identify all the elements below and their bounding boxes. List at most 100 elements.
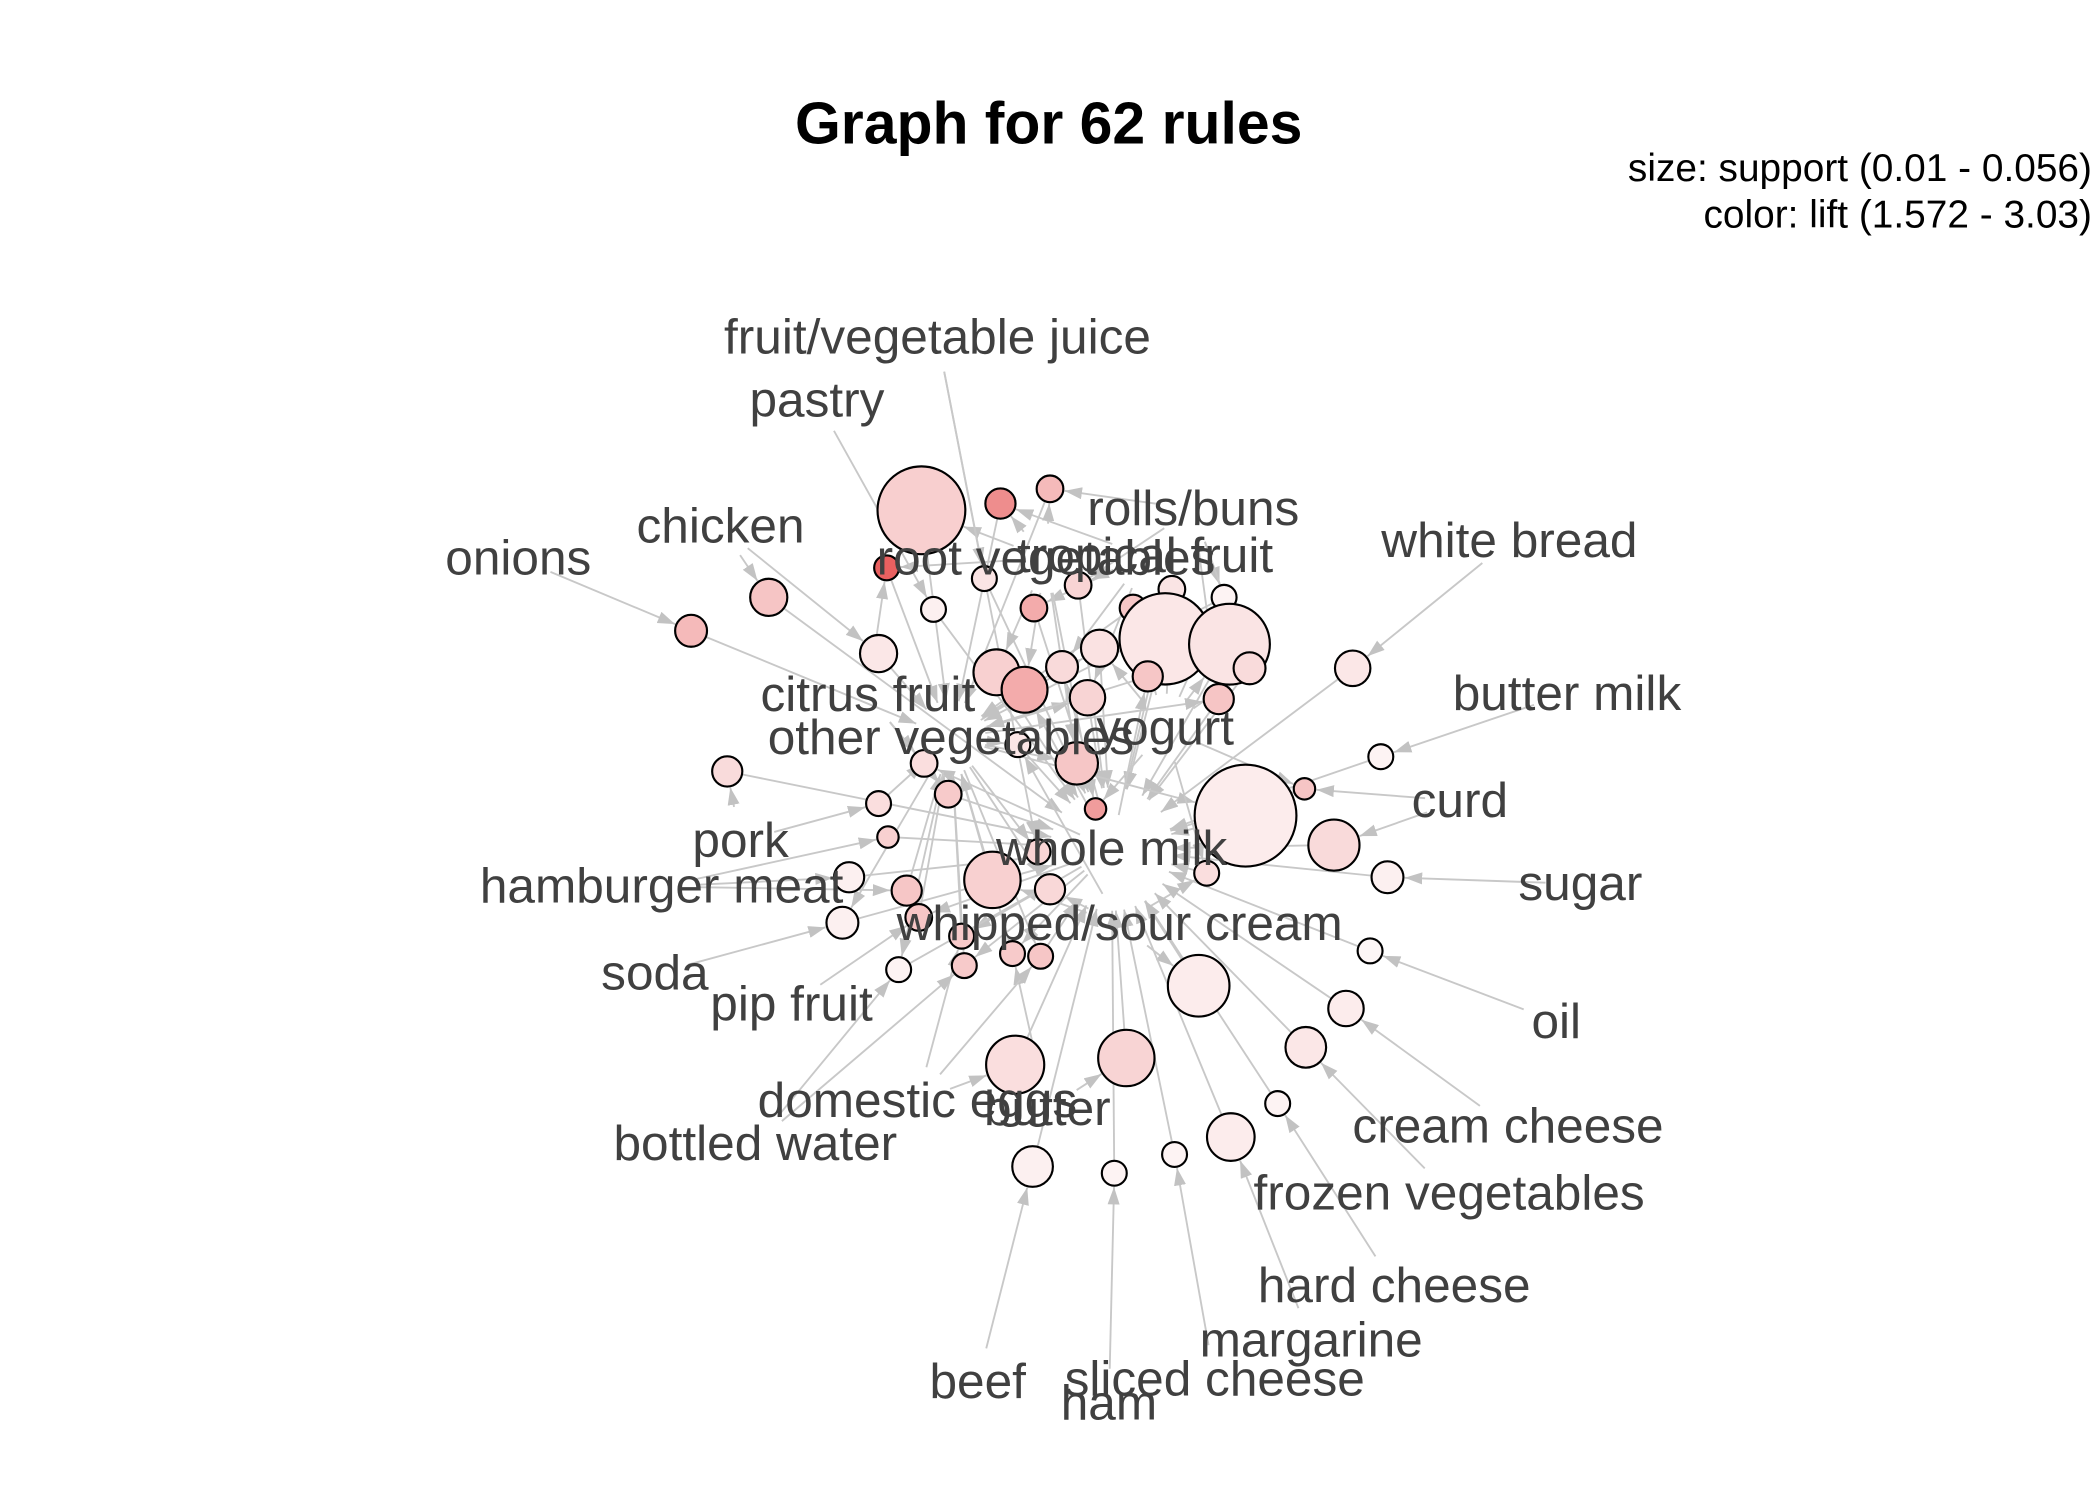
- rule-node: [985, 1034, 1046, 1095]
- edge: [819, 924, 908, 986]
- rule-node: [950, 952, 978, 980]
- rule-node: [1045, 649, 1080, 684]
- edge: [971, 765, 1031, 842]
- legend-color: color: lift (1.572 - 3.03): [1704, 194, 2092, 237]
- edge: [705, 635, 917, 725]
- edge: [727, 787, 740, 808]
- rule-node: [933, 779, 963, 809]
- edge: [900, 559, 1012, 573]
- item-label: domestic eggs: [758, 1072, 1077, 1128]
- item-label: other vegetables: [768, 709, 1134, 765]
- edge: [985, 735, 1005, 748]
- rule-node: [1000, 665, 1049, 714]
- item-label: whole milk: [995, 820, 1228, 876]
- edge: [1125, 682, 1155, 790]
- edge: [1025, 753, 1072, 804]
- edge: [773, 805, 866, 833]
- rule-node: [890, 874, 923, 907]
- rule-node: [1166, 953, 1231, 1018]
- item-label: sugar: [1518, 855, 1642, 911]
- edge: [1360, 1018, 1481, 1107]
- rule-node: [1068, 678, 1107, 717]
- edge: [943, 371, 1038, 839]
- edge: [1320, 1062, 1426, 1170]
- rule-node: [1033, 873, 1067, 906]
- item-label: white bread: [1380, 512, 1637, 568]
- edge: [963, 525, 1014, 547]
- rule-node: [1063, 570, 1093, 600]
- legend-size: size: support (0.01 - 0.056): [1628, 147, 2092, 190]
- rule-node: [832, 861, 866, 894]
- edge: [688, 926, 826, 966]
- edge: [1042, 503, 1055, 524]
- rule-node: [873, 554, 901, 582]
- edge: [981, 701, 1006, 719]
- edge: [741, 773, 1052, 840]
- edge: [926, 553, 950, 701]
- rule-node: [876, 465, 967, 556]
- item-label: margarine: [1200, 1312, 1423, 1368]
- edge: [1161, 883, 1332, 1000]
- edge: [1046, 899, 1079, 947]
- rule-node: [1205, 1112, 1256, 1162]
- edge: [1171, 862, 1195, 875]
- rule-node: [948, 922, 976, 950]
- item-label: sliced cheese: [1065, 1351, 1365, 1407]
- edge: [1089, 715, 1106, 789]
- edge: [1010, 515, 1027, 534]
- edge: [1117, 692, 1147, 816]
- item-labels: fruit/vegetable juice pastry rolls/buns …: [445, 309, 1681, 1431]
- edge: [1107, 1186, 1120, 1369]
- edge: [696, 872, 833, 886]
- rule-node: [919, 595, 948, 623]
- chart-title: Graph for 62 rules: [795, 91, 1302, 156]
- item-label: soda: [601, 945, 709, 1001]
- rule-node: [1004, 731, 1032, 759]
- rule-nodes: [674, 465, 1405, 1188]
- edge: [1404, 872, 1546, 885]
- rule-node: [1292, 777, 1317, 801]
- edge: [985, 698, 1203, 734]
- rule-node: [1307, 818, 1361, 872]
- edge: [1154, 892, 1293, 1034]
- rule-node: [1264, 1090, 1292, 1118]
- item-label: tropical fruit: [1017, 527, 1273, 583]
- item-label: ham: [1061, 1375, 1157, 1431]
- item-label: oil: [1531, 993, 1581, 1049]
- rule-node: [970, 565, 998, 593]
- rule-node: [1333, 649, 1372, 688]
- edge: [898, 836, 1051, 851]
- edge: [1102, 754, 1144, 801]
- rule-node: [1079, 628, 1120, 668]
- edge: [1134, 905, 1223, 1116]
- edge: [1185, 676, 1205, 702]
- edge: [1121, 909, 1173, 1143]
- edge: [1015, 508, 1113, 545]
- item-label: curd: [1412, 772, 1508, 828]
- item-label: butter: [984, 1080, 1111, 1136]
- rule-node: [1232, 651, 1267, 686]
- edge: [939, 966, 1033, 1075]
- rule-node: [711, 755, 744, 788]
- rule-node: [1193, 763, 1298, 868]
- rule-node: [1161, 1140, 1189, 1168]
- edge: [956, 518, 999, 702]
- item-label: pork: [692, 812, 789, 868]
- rule-node: [1035, 474, 1065, 504]
- edge: [1160, 678, 1340, 813]
- rule-node: [904, 902, 934, 932]
- rule-node: [1327, 989, 1365, 1028]
- item-label: fruit/vegetable juice: [724, 309, 1151, 365]
- edge: [550, 571, 676, 625]
- rule-node: [984, 487, 1017, 520]
- edge: [1284, 1114, 1377, 1257]
- edge: [1239, 1160, 1300, 1309]
- edge: [1076, 1073, 1103, 1091]
- edge: [1393, 703, 1535, 754]
- edge: [1359, 811, 1428, 838]
- item-label: onions: [445, 530, 591, 586]
- item-label: whipped/sour cream: [896, 895, 1343, 951]
- rule-node: [1367, 743, 1395, 771]
- rule-node: [674, 613, 709, 648]
